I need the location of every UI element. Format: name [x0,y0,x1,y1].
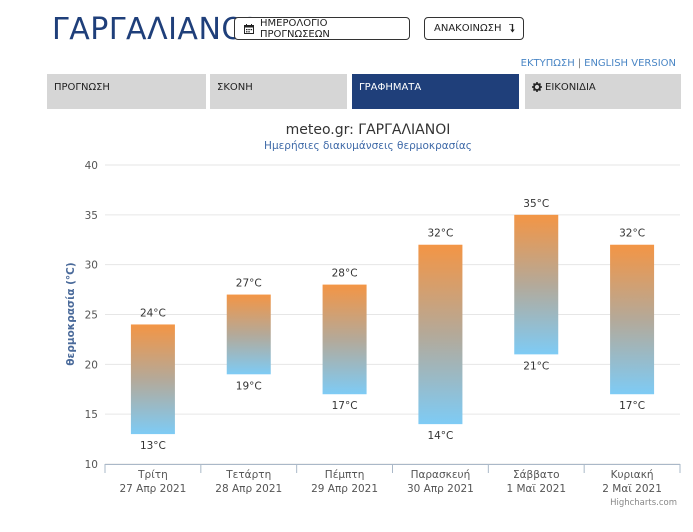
calendar-icon [244,23,254,34]
tab-charts[interactable]: ΓΡΑΦΗΜΑΤΑ [352,74,519,109]
x-date-label: 27 Απρ 2021 [119,483,186,495]
temperature-bar [514,214,559,355]
y-tick-label: 20 [85,359,98,371]
page-title: ΓΑΡΓΑΛΙΑΝΟΙ [52,12,255,47]
english-version-link[interactable]: ENGLISH VERSION [584,58,676,69]
tab-label: ΣΚΟΝΗ [217,82,253,93]
x-date-label: 2 Μαϊ 2021 [602,483,662,495]
y-axis-title: θερμοκρασία (°C) [65,262,77,365]
forecast-calendar-label: ΗΜΕΡΟΛΟΓΙΟ ΠΡΟΓΝΩΣΕΩΝ [260,17,330,40]
tab-forecast[interactable]: ΠΡΟΓΝΩΣΗ [47,74,206,109]
low-temp-label: 19°C [236,380,262,392]
x-day-label: Πέμπτη [325,469,365,481]
temperature-bar [322,284,367,395]
temperature-bar [130,324,175,435]
y-tick-label: 40 [85,160,98,172]
low-temp-label: 17°C [332,400,358,412]
announcement-button[interactable]: ΑΝΑΚΟΙΝΩΣΗ [424,17,524,40]
tab-label: ΕΙΚΟΝΙΔΙΑ [545,82,596,93]
gridlines [105,164,680,465]
link-separator: | [577,58,582,69]
x-date-label: 30 Απρ 2021 [407,483,474,495]
temperature-bar [610,244,655,395]
x-day-label: Τετάρτη [225,469,271,481]
top-links: ΕΚΤΥΠΩΣΗ | ENGLISH VERSION [521,58,676,69]
forecast-calendar-button[interactable]: ΗΜΕΡΟΛΟΓΙΟ ΠΡΟΓΝΩΣΕΩΝ [234,17,410,40]
x-day-label: Παρασκευή [411,469,471,481]
temperature-bar [226,294,271,375]
highcharts-credits[interactable]: Highcharts.com [610,498,677,508]
temperature-bar [418,244,463,425]
x-date-label: 1 Μαϊ 2021 [506,483,566,495]
gear-icon [532,82,542,92]
low-temp-label: 21°C [523,360,549,372]
y-tick-label: 30 [85,260,98,272]
y-axis-ticks: 10 15 20 25 30 35 40 [85,160,98,471]
arrow-down-icon [508,24,515,33]
tab-label: ΠΡΟΓΝΩΣΗ [54,82,110,93]
y-tick-label: 35 [85,210,98,222]
x-day-label: Κυριακή [611,469,654,481]
high-temp-label: 32°C [427,228,453,240]
low-temp-label: 17°C [619,400,645,412]
tab-label: ΓΡΑΦΗΜΑΤΑ [359,82,422,93]
y-tick-label: 10 [85,459,98,471]
high-temp-label: 35°C [523,198,549,210]
low-temp-label: 14°C [427,430,453,442]
x-date-label: 28 Απρ 2021 [215,483,282,495]
tab-dust[interactable]: ΣΚΟΝΗ [210,74,347,109]
high-temp-label: 27°C [236,278,262,290]
y-tick-label: 15 [85,409,98,421]
x-date-label: 29 Απρ 2021 [311,483,378,495]
high-temp-label: 28°C [332,268,358,280]
x-day-label: Τρίτη [137,469,168,481]
low-temp-label: 13°C [140,440,166,452]
tab-icons[interactable]: ΕΙΚΟΝΙΔΙΑ [525,74,681,109]
y-tick-label: 25 [85,310,98,322]
chart-subtitle: Ημερήσιες διακυμάνσεις θερμοκρασίας [264,140,472,152]
announcement-label: ΑΝΑΚΟΙΝΩΣΗ [434,23,502,34]
x-day-label: Σάββατο [513,469,560,481]
bars: 24°C 13°C 27°C 19°C 28°C 17°C 32°C 14°C 35°C 21°C… [130,198,655,452]
high-temp-label: 32°C [619,228,645,240]
print-link[interactable]: ΕΚΤΥΠΩΣΗ [520,58,575,69]
high-temp-label: 24°C [140,307,166,319]
chart-title: meteo.gr: ΓΑΡΓΑΛΙΑΝΟΙ [286,122,451,138]
x-axis-labels: Τρίτη 27 Απρ 2021 Τετάρτη 28 Απρ 2021 Πέμπτη… [104,464,681,495]
